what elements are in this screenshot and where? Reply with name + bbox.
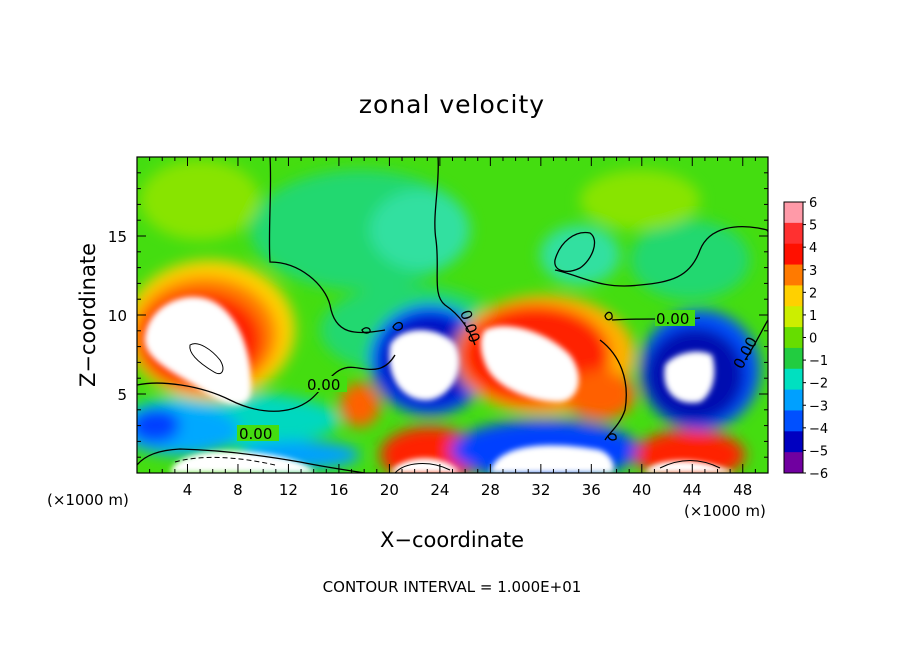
x-tick-label: 32 — [531, 481, 550, 499]
colorbar-tick-label: −3 — [809, 399, 828, 414]
colorbar-tick-label: 2 — [809, 286, 817, 301]
colorbar-swatch — [784, 202, 803, 223]
y-tick-label: 5 — [117, 386, 127, 404]
x-tick-label: 28 — [481, 481, 500, 499]
colorbar-tick-label: 3 — [809, 264, 817, 279]
colorbar-swatch — [784, 265, 803, 286]
contour-label: 0.00 — [307, 376, 340, 394]
colorbar-tick-label: −5 — [809, 444, 828, 459]
colorbar-swatch — [784, 348, 803, 369]
x-tick-label: 48 — [733, 481, 752, 499]
x-tick-label: 16 — [329, 481, 348, 499]
colorbar-swatch — [784, 306, 803, 327]
x-axis-label: X−coordinate — [380, 528, 524, 552]
x-tick-label: 8 — [233, 481, 243, 499]
colorbar-swatch — [784, 390, 803, 411]
colorbar-tick-label: −6 — [809, 467, 828, 482]
colorbar-tick-label: 4 — [809, 241, 817, 256]
y-tick-label: 15 — [108, 228, 127, 246]
plot-area: 0.00 0.00 0.00 0.00 0.00 — [120, 157, 768, 483]
colorbar-swatch — [784, 244, 803, 265]
colorbar — [784, 202, 806, 474]
x-tick-label: 4 — [183, 481, 193, 499]
contour-interval-footer: CONTOUR INTERVAL = 1.000E+01 — [323, 578, 582, 596]
x-unit-label-left: (×1000 m) — [47, 491, 129, 509]
colorbar-tick-label: 5 — [809, 219, 817, 234]
colorbar-swatch — [784, 223, 803, 244]
chart-title: zonal velocity — [359, 90, 545, 119]
colorbar-tick-label: 0 — [809, 332, 817, 347]
colorbar-swatch — [784, 452, 803, 473]
x-tick-label: 40 — [632, 481, 651, 499]
contour-label: 0.00 — [656, 310, 689, 328]
x-tick-label: 20 — [380, 481, 399, 499]
x-tick-label: 36 — [582, 481, 601, 499]
colorbar-swatch — [784, 369, 803, 390]
x-tick-label: 12 — [279, 481, 298, 499]
colorbar-tick-label: −1 — [809, 354, 828, 369]
colorbar-swatch — [784, 410, 803, 431]
colorbar-tick-label: 1 — [809, 309, 817, 324]
y-axis-label: Z−coordinate — [76, 243, 100, 387]
x-tick-label: 24 — [430, 481, 449, 499]
x-unit-label-right: (×1000 m) — [684, 502, 766, 520]
x-tick-label: 44 — [683, 481, 702, 499]
colorbar-labels: 6 5 4 3 2 1 0 −1 −2 −3 −4 −5 −6 — [809, 196, 828, 482]
contour-label: 0.00 — [239, 425, 272, 443]
colorbar-tick-label: −4 — [809, 422, 828, 437]
y-tick-label: 10 — [108, 307, 127, 325]
colorbar-tick-label: −2 — [809, 377, 828, 392]
colorbar-swatch — [784, 431, 803, 452]
colorbar-swatch — [784, 285, 803, 306]
colorbar-swatch — [784, 327, 803, 348]
colorbar-tick-label: 6 — [809, 196, 817, 211]
